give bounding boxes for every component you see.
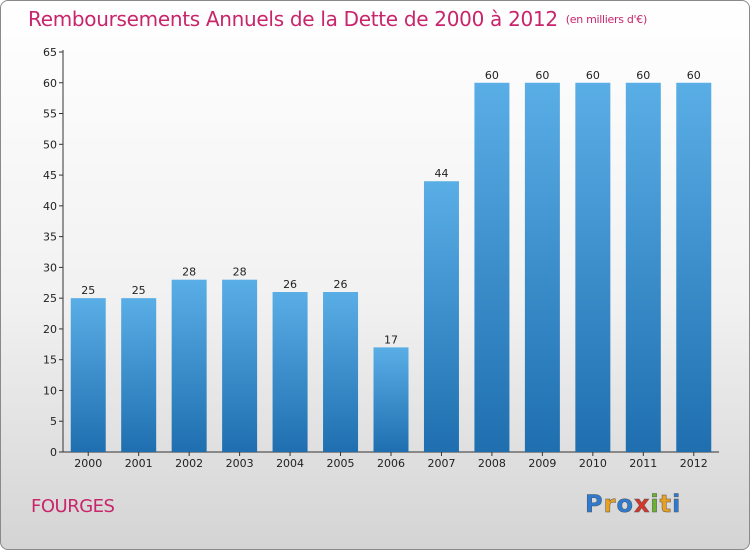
y-tick-label: 30 bbox=[43, 261, 57, 274]
y-tick-label: 50 bbox=[43, 138, 57, 151]
bar-value-label: 28 bbox=[233, 266, 247, 279]
bar-2011 bbox=[625, 82, 661, 453]
proxiti-logo: Proxiti bbox=[585, 490, 682, 519]
bar-value-label: 60 bbox=[636, 69, 650, 82]
y-tick-label: 20 bbox=[43, 323, 57, 336]
bar-value-label: 60 bbox=[535, 69, 549, 82]
bar-2000 bbox=[70, 298, 106, 452]
x-tick-label: 2011 bbox=[629, 457, 657, 470]
x-tick-label: 2002 bbox=[175, 457, 203, 470]
bar-2010 bbox=[575, 82, 611, 453]
bar-value-label: 60 bbox=[485, 69, 499, 82]
bar-2003 bbox=[222, 279, 258, 452]
y-tick-label: 45 bbox=[43, 169, 57, 182]
x-tick-label: 2008 bbox=[478, 457, 506, 470]
bar-value-label: 17 bbox=[384, 333, 398, 346]
logo-letter: r bbox=[603, 490, 617, 519]
x-tick-label: 2001 bbox=[125, 457, 153, 470]
bar-value-label: 28 bbox=[182, 266, 196, 279]
logo-letter: o bbox=[616, 490, 634, 519]
logo-letter: x bbox=[633, 490, 651, 519]
bar-2007 bbox=[423, 181, 459, 452]
logo-letter: t bbox=[659, 490, 673, 519]
bars: 25 25 28 28 26 26 17 44 60 60 60 60 60 bbox=[70, 69, 712, 453]
logo-letter: i bbox=[672, 490, 682, 519]
x-tick-label: 2000 bbox=[74, 457, 102, 470]
x-tick-label: 2005 bbox=[327, 457, 355, 470]
bar-value-label: 44 bbox=[434, 167, 448, 180]
bar-2001 bbox=[121, 298, 157, 452]
axes: 0 5 10 15 20 25 30 35 40 45 50 55 60 65 2000 2001 2002 20… bbox=[43, 46, 719, 470]
x-tick-label: 2003 bbox=[226, 457, 254, 470]
bar-2004 bbox=[272, 292, 308, 452]
bar-value-label: 60 bbox=[586, 69, 600, 82]
bar-value-label: 26 bbox=[283, 278, 297, 291]
bar-value-label: 26 bbox=[334, 278, 348, 291]
x-tick-label: 2004 bbox=[276, 457, 304, 470]
logo-letter: P bbox=[585, 490, 604, 519]
x-tick-label: 2012 bbox=[680, 457, 708, 470]
chart-title: Remboursements Annuels de la Dette de 20… bbox=[28, 7, 647, 31]
chart-unit: (en milliers d'€) bbox=[565, 13, 647, 26]
x-tick-label: 2010 bbox=[579, 457, 607, 470]
y-tick-label: 35 bbox=[43, 231, 57, 244]
y-tick-label: 10 bbox=[43, 384, 57, 397]
y-tick-label: 0 bbox=[50, 446, 57, 459]
bar-2009 bbox=[524, 82, 560, 453]
y-tick-label: 55 bbox=[43, 108, 57, 121]
y-tick-label: 40 bbox=[43, 200, 57, 213]
bar-2006 bbox=[373, 347, 409, 452]
bar-value-label: 25 bbox=[81, 284, 95, 297]
x-tick-label: 2007 bbox=[427, 457, 455, 470]
bar-2008 bbox=[474, 82, 510, 453]
logo-letter: i bbox=[650, 490, 660, 519]
bar-value-label: 25 bbox=[132, 284, 146, 297]
bar-2005 bbox=[323, 292, 359, 452]
y-tick-label: 5 bbox=[50, 415, 57, 428]
chart-title-text: Remboursements Annuels de la Dette de 20… bbox=[28, 7, 558, 31]
x-tick-label: 2006 bbox=[377, 457, 405, 470]
x-tick-label: 2009 bbox=[528, 457, 556, 470]
y-tick-label: 25 bbox=[43, 292, 57, 305]
y-tick-label: 60 bbox=[43, 77, 57, 90]
y-tick-label: 15 bbox=[43, 354, 57, 367]
bar-value-label: 60 bbox=[687, 69, 701, 82]
place-name: FOURGES bbox=[31, 496, 115, 517]
y-tick-label: 65 bbox=[43, 46, 57, 59]
bar-2012 bbox=[676, 82, 712, 453]
bar-2002 bbox=[171, 279, 207, 452]
